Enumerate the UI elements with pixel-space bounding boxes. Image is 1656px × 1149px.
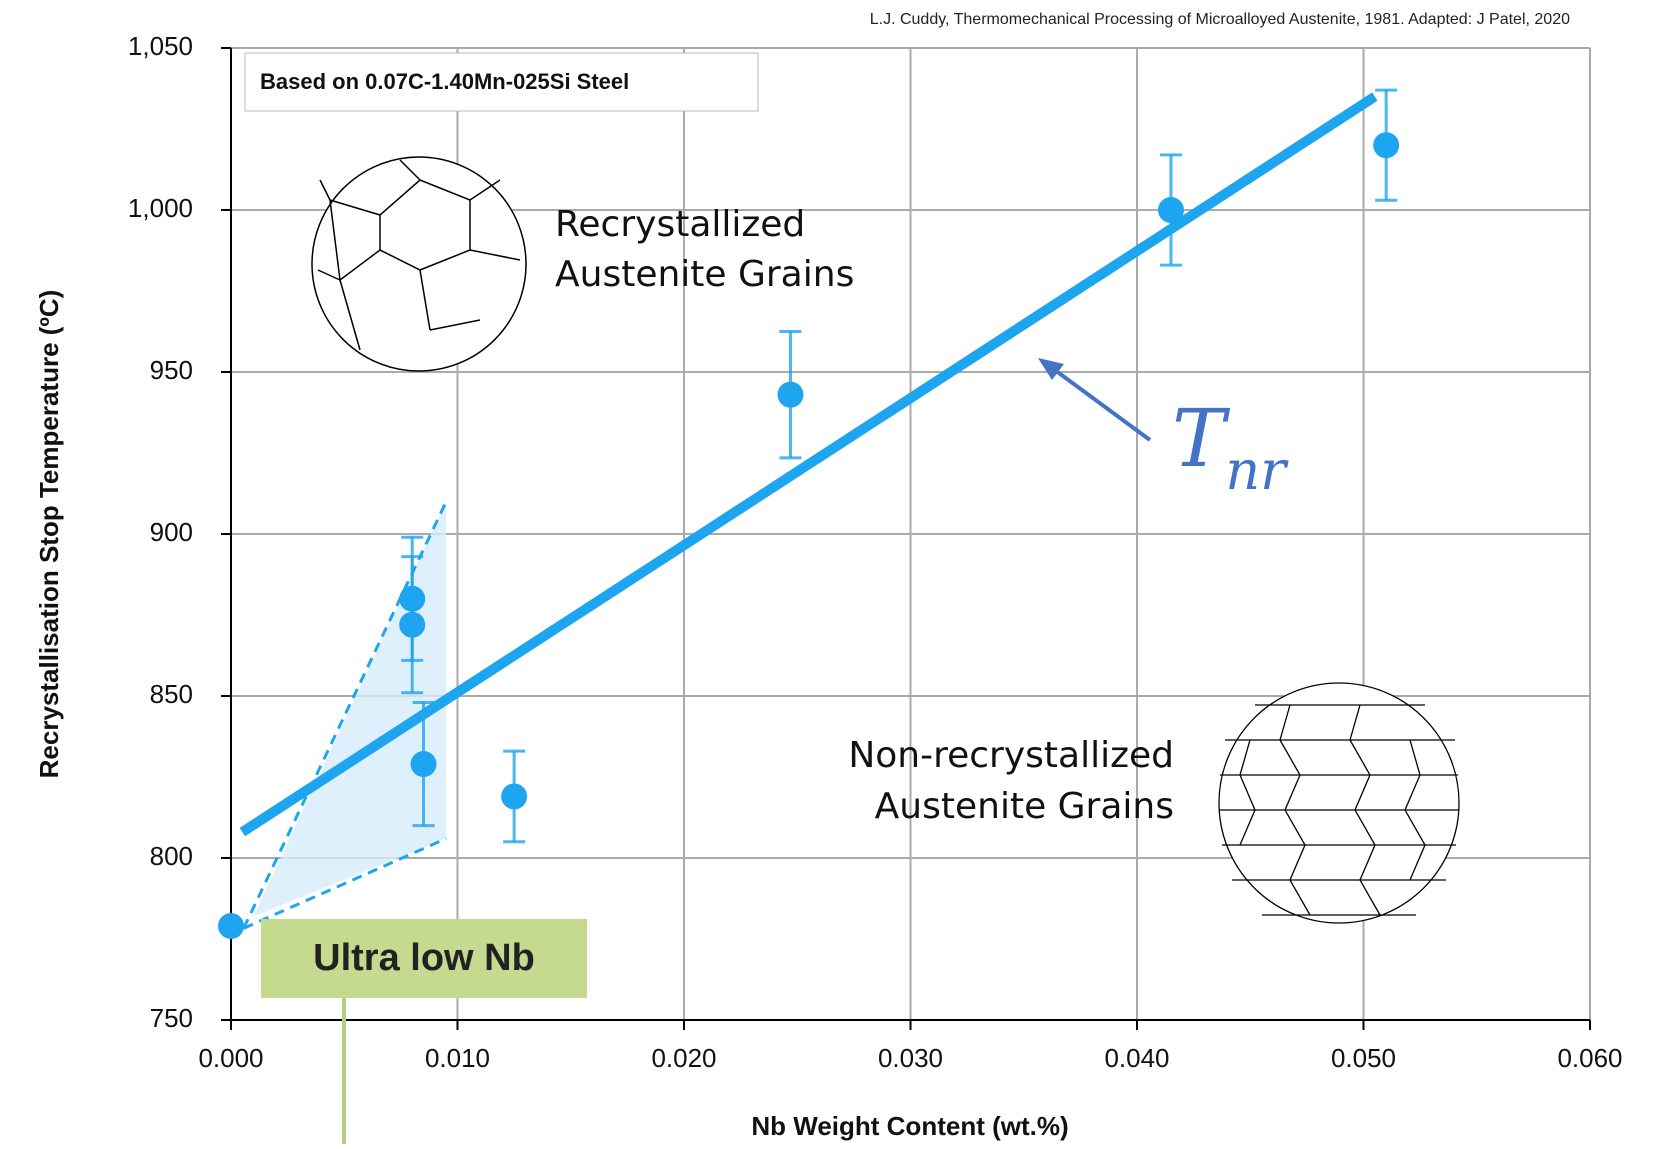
annotation: Non-recrystallized (848, 735, 1174, 776)
y-tick-label: 950 (150, 355, 193, 385)
x-tick-label: 0.010 (425, 1043, 490, 1073)
legend-box-text: Based on 0.07C-1.40Mn-025Si Steel (260, 69, 629, 94)
x-tick-label: 0.050 (1331, 1043, 1396, 1073)
point (1373, 132, 1399, 158)
point (411, 751, 437, 777)
callout-text: Ultra low Nb (313, 937, 535, 979)
y-axis-label: Recrystallisation Stop Temperature (ºC) (34, 290, 64, 779)
y-tick-label: 900 (150, 517, 193, 547)
point (218, 913, 244, 939)
x-tick-label: 0.000 (198, 1043, 263, 1073)
x-tick-label: 0.040 (1104, 1043, 1169, 1073)
source: L.J. Cuddy, Thermomechanical Processing … (870, 11, 1570, 28)
x-axis-label: Nb Weight Content (wt.%) (751, 1111, 1068, 1141)
tnr-label: Tnr (1172, 392, 1289, 502)
y-tick-label: 1,050 (128, 31, 193, 61)
x-tick-label: 0.060 (1557, 1043, 1622, 1073)
point (1158, 197, 1184, 223)
y-tick-label: 1,000 (128, 193, 193, 223)
tnr-base: T (1172, 392, 1231, 485)
x-tick-label: 0.020 (651, 1043, 716, 1073)
y-tick-label: 850 (150, 679, 193, 709)
point (501, 783, 527, 809)
y-tick-label: 750 (150, 1003, 193, 1033)
grain-recrystallized (312, 157, 526, 371)
arrow (1048, 365, 1150, 440)
annotation: Recrystallized (555, 204, 805, 245)
chart: L.J. Cuddy, Thermomechanical Processing … (0, 0, 1656, 1144)
region (254, 502, 447, 917)
point (399, 612, 425, 638)
annotation: Austenite Grains (875, 786, 1174, 827)
grain-non-recrystallized (1219, 683, 1459, 923)
y-tick-label: 800 (150, 841, 193, 871)
annotation: Austenite Grains (555, 254, 854, 295)
x-tick-label: 0.030 (878, 1043, 943, 1073)
point (777, 382, 803, 408)
tnr-sub: nr (1225, 439, 1289, 502)
arrow-head (1038, 358, 1064, 380)
